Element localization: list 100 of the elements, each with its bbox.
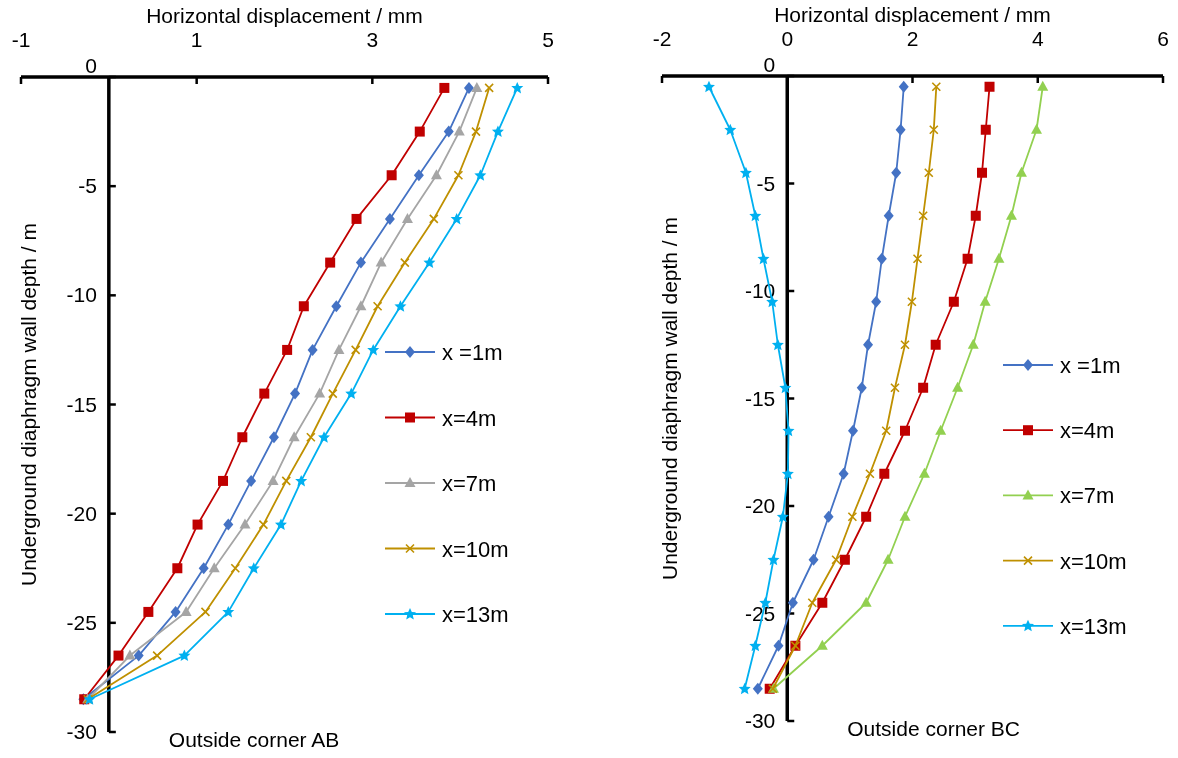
point xyxy=(290,387,301,400)
point xyxy=(267,474,279,485)
point xyxy=(891,166,902,179)
point xyxy=(247,562,260,574)
point xyxy=(928,124,939,135)
point xyxy=(918,467,930,478)
point xyxy=(980,124,991,135)
point xyxy=(375,256,387,267)
legend-label: x=4m xyxy=(442,405,497,431)
point xyxy=(400,257,410,268)
legend-label: x=13m xyxy=(442,602,509,627)
point xyxy=(935,424,947,435)
y-tick-label: -30 xyxy=(744,709,776,732)
point xyxy=(883,209,894,222)
point xyxy=(230,563,241,574)
point xyxy=(430,169,442,180)
point xyxy=(823,510,834,523)
point xyxy=(757,252,770,265)
point xyxy=(237,432,248,443)
point xyxy=(752,682,763,695)
point xyxy=(450,212,463,225)
point xyxy=(345,387,358,400)
point xyxy=(739,166,752,179)
point xyxy=(962,253,973,264)
point xyxy=(367,343,380,356)
point xyxy=(268,431,279,444)
point xyxy=(899,425,910,436)
point xyxy=(258,519,269,530)
y-tick-label: -5 xyxy=(756,171,776,195)
point xyxy=(952,381,964,392)
point xyxy=(702,80,715,93)
point xyxy=(724,123,737,136)
point xyxy=(223,518,234,531)
point xyxy=(491,125,504,138)
point xyxy=(787,596,798,609)
point xyxy=(453,170,464,181)
point xyxy=(856,381,867,394)
point xyxy=(865,468,875,479)
point xyxy=(839,554,850,565)
point xyxy=(979,295,991,306)
point xyxy=(900,339,910,350)
point xyxy=(898,80,909,93)
point xyxy=(918,210,928,221)
point xyxy=(863,338,874,351)
point xyxy=(439,82,450,93)
point xyxy=(429,214,439,224)
point xyxy=(967,338,979,349)
point xyxy=(899,510,911,521)
point xyxy=(178,649,191,662)
x-tick-label: 1 xyxy=(190,28,203,51)
legend-label: x =1m xyxy=(442,340,503,365)
y-tick-label: -5 xyxy=(78,174,97,198)
y-tick-label: -10 xyxy=(66,283,97,307)
point xyxy=(923,167,934,178)
point xyxy=(463,81,474,94)
legend-label: x=4m xyxy=(1060,418,1115,444)
point xyxy=(443,125,454,138)
legend-label: x=7m xyxy=(442,471,497,496)
point xyxy=(881,425,891,436)
point xyxy=(307,343,318,356)
y-tick-label: 0 xyxy=(85,54,97,77)
point xyxy=(170,605,181,618)
x-tick-label: 5 xyxy=(542,28,554,51)
point xyxy=(912,253,923,264)
point xyxy=(413,169,424,182)
point xyxy=(930,339,941,350)
point xyxy=(355,256,366,269)
y-tick-label: -15 xyxy=(744,386,776,410)
point xyxy=(331,300,342,313)
point xyxy=(386,170,397,181)
x-axis-title: Horizontal displacement / mm xyxy=(146,4,423,27)
point xyxy=(931,81,942,92)
point xyxy=(907,296,917,307)
point xyxy=(484,83,494,93)
y-axis-title: Underground diaphragm wall depth / m xyxy=(17,222,40,587)
point xyxy=(218,475,229,486)
point xyxy=(298,301,309,312)
point xyxy=(871,295,882,308)
point xyxy=(776,510,789,523)
point xyxy=(152,650,162,661)
point xyxy=(351,213,362,224)
point xyxy=(328,388,338,399)
legend-label: x =1m xyxy=(1060,353,1121,378)
x-tick-label: -1 xyxy=(11,28,31,51)
x-tick-label: 2 xyxy=(906,27,919,50)
point xyxy=(394,300,407,312)
point xyxy=(259,388,270,399)
point xyxy=(208,562,220,573)
point xyxy=(288,431,300,442)
point xyxy=(817,597,828,608)
point xyxy=(511,81,524,94)
point xyxy=(372,301,383,312)
point xyxy=(325,257,336,268)
point xyxy=(200,607,211,617)
point xyxy=(281,476,292,486)
point xyxy=(471,81,483,92)
point xyxy=(895,123,906,136)
point xyxy=(246,474,257,487)
point xyxy=(738,682,751,695)
point xyxy=(767,553,780,566)
